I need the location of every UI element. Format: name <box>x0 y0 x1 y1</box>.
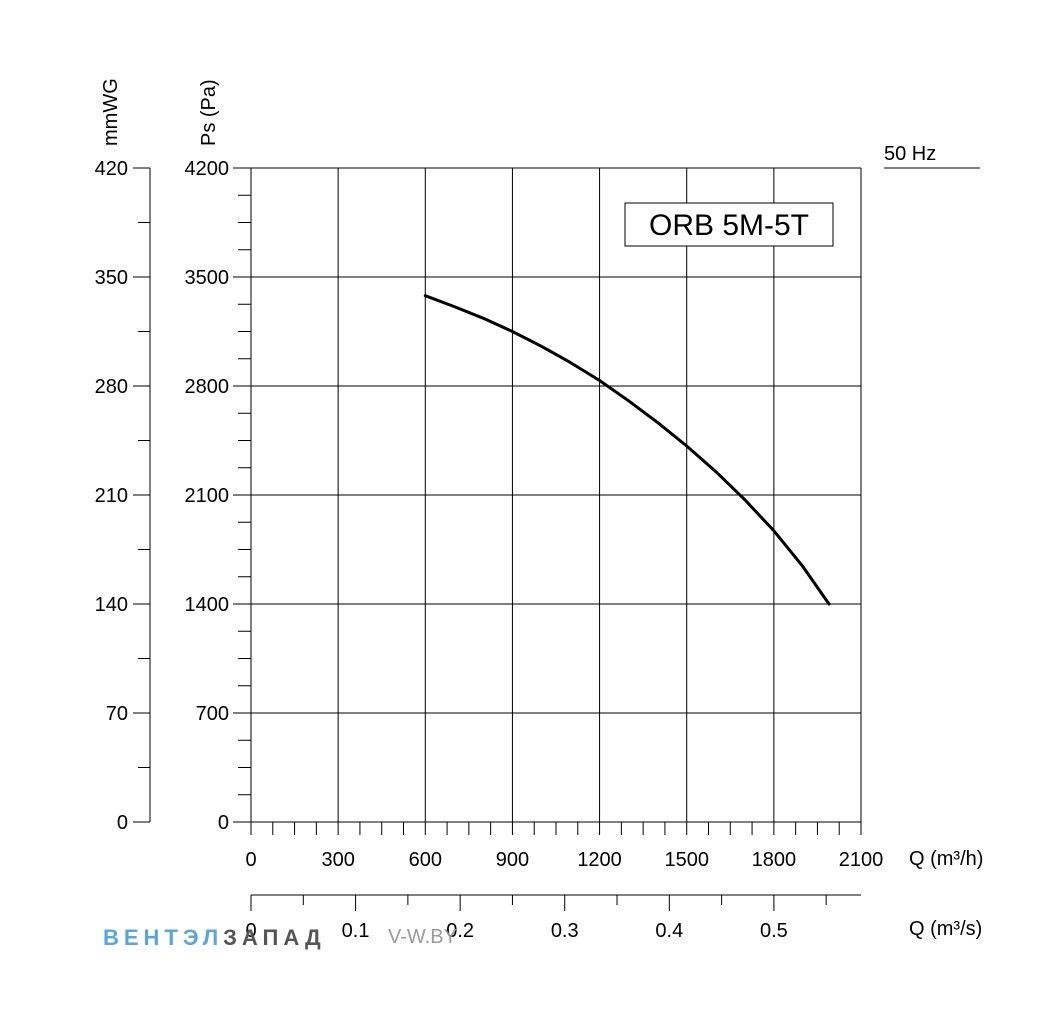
model-label: ORB 5M-5T <box>649 209 809 242</box>
mmwg-tick-label: 210 <box>95 485 128 507</box>
mmwg-tick-label: 0 <box>117 812 128 834</box>
y-tick-label: 2100 <box>185 485 230 507</box>
tick-labels: 0 300 600 900 1200 1500 1800 210007001400210028… <box>95 158 884 942</box>
x-tick-label: 1800 <box>752 849 797 871</box>
watermark: ВЕНТЭЛЗАПАД V-W.BY <box>103 925 457 950</box>
x-tick-label: 900 <box>496 849 529 871</box>
m3s-tick-label: 0.4 <box>655 920 683 942</box>
y-tick-label: 700 <box>196 703 229 725</box>
mmwg-tick-label: 70 <box>106 703 128 725</box>
mmwg-tick-label: 140 <box>95 594 128 616</box>
m3s-tick-label: 0.1 <box>342 920 370 942</box>
x-axis-label-m3s: Q (m³/s) <box>909 918 982 940</box>
mmwg-tick-label: 280 <box>95 376 128 398</box>
m3s-tick-label: 0 <box>245 920 256 942</box>
model-label-frame <box>624 202 834 247</box>
performance-curve <box>423 294 831 606</box>
frequency-legend: 50 Hz <box>884 143 980 169</box>
x-tick-label: 2100 <box>839 849 884 871</box>
model-label-box: ORB 5M-5T <box>624 202 834 247</box>
y-tick-label: 1400 <box>185 594 230 616</box>
watermark-part-1: ВЕНТЭЛ <box>103 925 223 950</box>
watermark-part-2: ЗАПАД <box>223 925 326 950</box>
y-tick-label: 4200 <box>185 158 230 180</box>
x-tick-label: 1200 <box>577 849 622 871</box>
y-tick-label: 0 <box>218 812 229 834</box>
m3s-tick-label: 0.2 <box>446 920 474 942</box>
x-tick-label: 1500 <box>664 849 709 871</box>
watermark-domain: V-W.BY <box>388 926 457 948</box>
x-tick-label: 0 <box>245 849 256 871</box>
y-axis-label-mmwg: mmWG <box>100 78 122 146</box>
y-tick-label: 3500 <box>185 267 230 289</box>
minor-ticks <box>138 167 862 905</box>
axes <box>133 167 861 911</box>
x-axis-label-m3h: Q (m³/h) <box>909 848 983 870</box>
mmwg-tick-label: 420 <box>95 158 128 180</box>
y-tick-label: 2800 <box>185 376 230 398</box>
x-tick-label: 300 <box>321 849 354 871</box>
performance-curve-group <box>423 294 831 606</box>
x-tick-label: 600 <box>409 849 442 871</box>
mmwg-tick-label: 350 <box>95 267 128 289</box>
m3s-tick-label: 0.3 <box>551 920 579 942</box>
y-axis-label-ps: Ps (Pa) <box>198 79 220 146</box>
m3s-tick-label: 0.5 <box>760 920 788 942</box>
grid-lines <box>250 167 862 823</box>
watermark-text: ВЕНТЭЛЗАПАД <box>103 925 326 950</box>
frequency-label: 50 Hz <box>884 143 936 165</box>
